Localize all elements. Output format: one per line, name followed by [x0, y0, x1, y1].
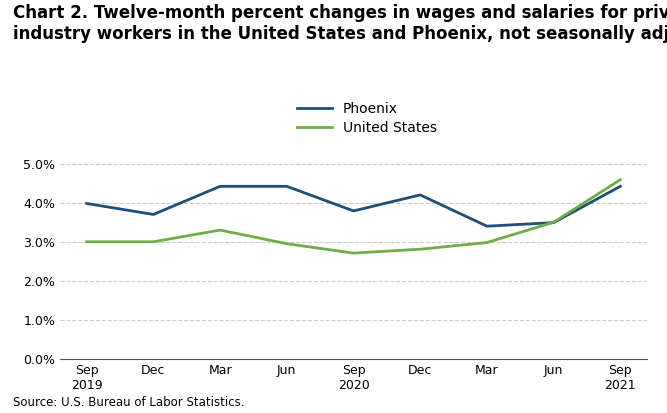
- United States: [149, 239, 157, 244]
- United States: [416, 247, 424, 252]
- Phoenix: [83, 201, 91, 206]
- Phoenix: [550, 220, 558, 225]
- Phoenix: [416, 192, 424, 197]
- United States: [616, 177, 624, 182]
- United States: [550, 220, 558, 225]
- Phoenix: [216, 184, 224, 189]
- Phoenix: [149, 212, 157, 217]
- United States: [83, 239, 91, 244]
- United States: [350, 251, 358, 256]
- Phoenix: [350, 209, 358, 214]
- United States: [283, 241, 291, 246]
- Line: United States: United States: [87, 180, 620, 253]
- United States: [216, 228, 224, 233]
- United States: [483, 240, 491, 245]
- Phoenix: [483, 224, 491, 229]
- Phoenix: [283, 184, 291, 189]
- Phoenix: [616, 184, 624, 189]
- Legend: Phoenix, United States: Phoenix, United States: [297, 102, 437, 135]
- Line: Phoenix: Phoenix: [87, 186, 620, 226]
- Text: Chart 2. Twelve-month percent changes in wages and salaries for private
industry: Chart 2. Twelve-month percent changes in…: [13, 4, 667, 43]
- Text: Source: U.S. Bureau of Labor Statistics.: Source: U.S. Bureau of Labor Statistics.: [13, 396, 245, 409]
